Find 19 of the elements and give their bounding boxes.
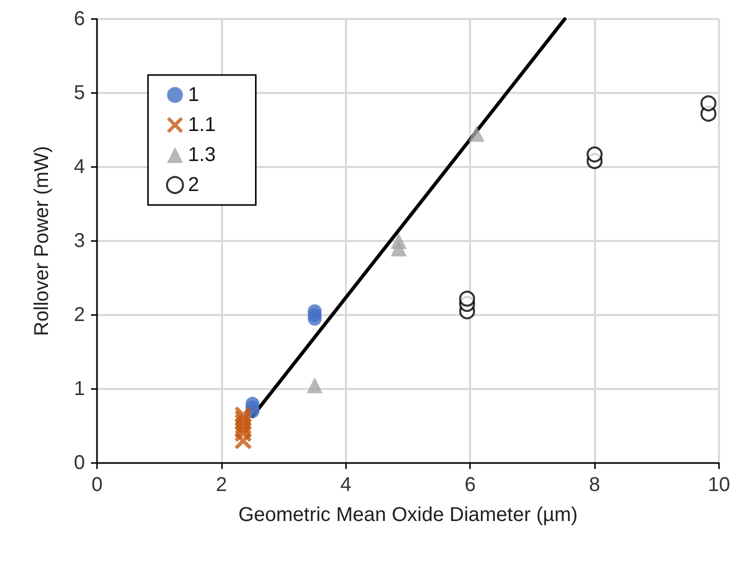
x-tick-label: 10 xyxy=(708,474,730,496)
x-tick-label: 4 xyxy=(340,474,352,496)
y-tick-label: 3 xyxy=(74,230,85,252)
x-tick-label: 0 xyxy=(91,474,103,496)
x-axis-title: Geometric Mean Oxide Diameter (µm) xyxy=(238,504,578,526)
x-tick-label: 2 xyxy=(216,474,227,496)
y-tick-label: 1 xyxy=(74,378,85,400)
x-tick-label: 8 xyxy=(589,474,600,496)
y-tick-label: 4 xyxy=(74,156,85,178)
y-tick-label: 2 xyxy=(74,304,85,326)
legend-label: 1 xyxy=(188,84,200,106)
legend-label: 1.3 xyxy=(188,144,216,166)
y-tick-label: 5 xyxy=(74,82,85,104)
y-tick-label: 0 xyxy=(74,452,85,474)
x-tick-label: 6 xyxy=(464,474,476,496)
legend-label: 1.1 xyxy=(188,114,216,136)
y-axis-title: Rollover Power (mW) xyxy=(31,146,53,336)
y-tick-label: 6 xyxy=(74,8,85,30)
legend-label: 2 xyxy=(188,174,200,196)
